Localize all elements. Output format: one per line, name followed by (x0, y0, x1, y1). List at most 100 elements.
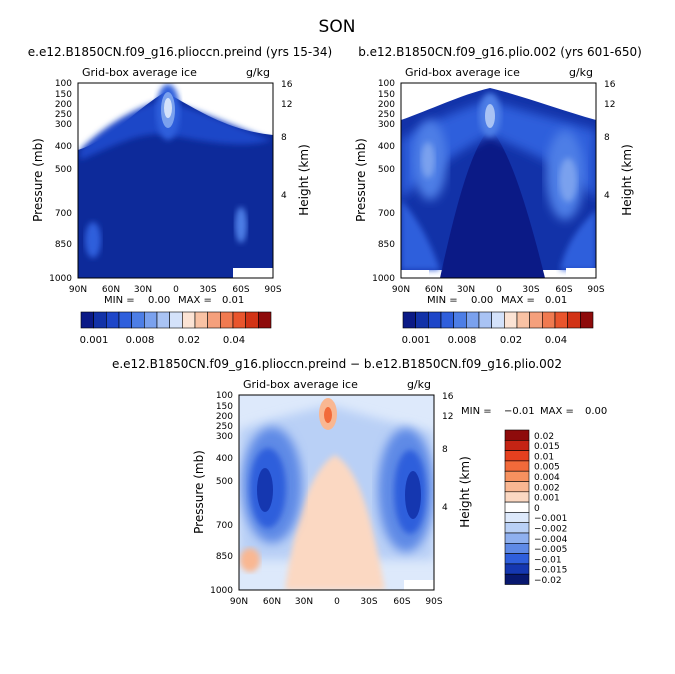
y-tick-label: 500 (216, 477, 233, 487)
colorbar-swatch (428, 311, 442, 329)
x-tick-label: 60N (102, 285, 120, 295)
y-tick-label: 500 (378, 165, 395, 175)
y-tick-label: 150 (378, 90, 395, 100)
max-value: 0.01 (222, 295, 244, 306)
x-tick-label: 30N (457, 285, 475, 295)
max-value: 0.00 (585, 406, 607, 417)
panel-1-colorbar (80, 311, 272, 329)
colorbar-level-label: 0.005 (534, 463, 560, 473)
colorbar-swatch (182, 311, 196, 329)
x-tick-label: 30S (199, 285, 216, 295)
panel-1-x-axis: 90N 60N 30N 0 30S 60S 90S (69, 285, 282, 295)
panel-plio: b.e12.B1850CN.f09_g16.plio.002 (yrs 601-… (354, 45, 642, 346)
y-tick-label: 700 (378, 209, 395, 219)
x-tick-label: 90N (69, 285, 87, 295)
colorbar-level-label: −0.004 (534, 535, 568, 545)
x-tick-label: 0 (496, 285, 502, 295)
y-tick-label: 150 (55, 90, 72, 100)
panel-3-low-positive (240, 548, 260, 572)
panel-1-subtitle-left: Grid-box average ice (82, 66, 197, 79)
height-tick-label: 16 (281, 80, 293, 90)
x-tick-label: 30N (295, 597, 313, 607)
x-tick-label: 30N (134, 285, 152, 295)
panel-3-subtitle-left: Grid-box average ice (243, 378, 358, 391)
panel-1-upper-band (78, 83, 273, 150)
min-value: 0.00 (148, 295, 170, 306)
figure-title: SON (319, 17, 356, 37)
panel-3-positive-column (285, 455, 385, 590)
panel-1-blob-north (85, 222, 101, 258)
panel-1-y-axis: 100 150 200 250 300 400 500 700 850 1000 (49, 79, 72, 284)
colorbar-swatch (453, 311, 467, 329)
y-tick-label: 200 (378, 100, 395, 110)
colorbar-level-label: 0.015 (534, 442, 560, 452)
x-tick-label: 60N (263, 597, 281, 607)
min-label: MIN = (427, 295, 458, 306)
colorbar-swatch (144, 311, 158, 329)
colorbar-swatch (466, 311, 480, 329)
colorbar-level-label: 0 (534, 504, 540, 514)
colorbar-swatch (504, 311, 518, 329)
x-tick-label: 90S (264, 285, 281, 295)
height-tick-label: 16 (442, 392, 454, 402)
max-label: MAX = (540, 406, 574, 417)
y-tick-label: 300 (216, 432, 233, 442)
panel-2-south-lobe-core (559, 158, 577, 202)
height-tick-label: 12 (442, 412, 453, 422)
x-tick-label: 30S (360, 597, 377, 607)
x-tick-label: 90S (587, 285, 604, 295)
panel-3-y-label: Pressure (mb) (192, 450, 206, 534)
colorbar-swatch (554, 311, 568, 329)
x-tick-label: 30S (522, 285, 539, 295)
y-tick-label: 250 (378, 110, 395, 120)
colorbar-swatch (106, 311, 120, 329)
x-tick-label: 90S (425, 597, 442, 607)
panel-2-north-lobe-core (421, 142, 435, 178)
panel-3-field (239, 395, 434, 590)
colorbar-swatch (232, 311, 246, 329)
colorbar-label: 0.001 (402, 335, 431, 346)
panel-2-subtitle-left: Grid-box average ice (405, 66, 520, 79)
y-tick-label: 400 (378, 142, 395, 152)
panel-1-stats: MIN = 0.00 MAX = 0.01 (104, 295, 244, 306)
colorbar-swatch (580, 311, 594, 329)
panel-difference: e.e12.B1850CN.f09_g16.plioccn.preind − b… (112, 357, 607, 607)
x-tick-label: 60S (393, 597, 410, 607)
y-tick-label: 850 (216, 552, 233, 562)
panel-2-field (401, 83, 596, 278)
x-tick-label: 90N (230, 597, 248, 607)
y-tick-label: 1000 (372, 274, 395, 284)
panel-2-title: b.e12.B1850CN.f09_g16.plio.002 (yrs 601-… (358, 45, 642, 59)
min-value: 0.00 (471, 295, 493, 306)
x-tick-label: 60S (232, 285, 249, 295)
colorbar-level-label: 0.004 (534, 473, 560, 483)
panel-2-frame (400, 82, 597, 279)
colorbar-swatch (504, 450, 530, 462)
colorbar-level-label: 0.002 (534, 483, 560, 493)
panel-3-stats: MIN = −0.01 MAX = 0.00 (461, 406, 607, 417)
panel-3-y-axis: 100 150 200 250 300 400 500 700 850 1000 (210, 391, 233, 596)
y-tick-label: 200 (216, 412, 233, 422)
panel-2-colorbar (402, 311, 594, 329)
colorbar-swatch (504, 460, 530, 472)
x-tick-label: 60N (425, 285, 443, 295)
colorbar-level-label: −0.015 (534, 566, 567, 576)
colorbar-swatch (504, 532, 530, 544)
height-tick-label: 12 (604, 100, 615, 110)
colorbar-swatch (440, 311, 454, 329)
panel-3-colorbar: 0.020.0150.010.0050.0040.0020.0010−0.001… (504, 429, 568, 586)
colorbar-swatch (156, 311, 170, 329)
colorbar-swatch (542, 311, 556, 329)
panel-1-missing-data (233, 268, 273, 278)
panel-3-y-label-right: Height (km) (458, 456, 472, 527)
colorbar-level-label: −0.001 (534, 514, 567, 524)
y-tick-label: 100 (378, 79, 395, 89)
min-value: −0.01 (504, 406, 535, 417)
colorbar-swatch (504, 542, 530, 554)
colorbar-swatch (504, 553, 530, 565)
colorbar-label: 0.001 (80, 335, 109, 346)
colorbar-swatch (491, 311, 505, 329)
panel-1-y-axis-right: 16 12 8 4 (281, 80, 293, 201)
colorbar-level-label: −0.005 (534, 545, 567, 555)
